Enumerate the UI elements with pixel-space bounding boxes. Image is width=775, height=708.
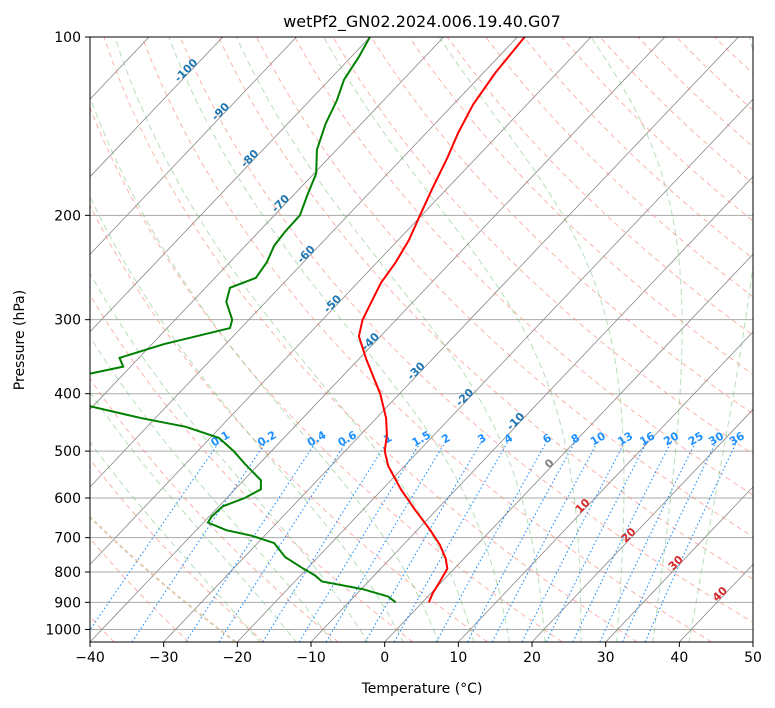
dry-adiabat bbox=[90, 293, 414, 642]
moist-adiabat bbox=[168, 37, 510, 642]
x-tick-label: −40 bbox=[75, 650, 105, 666]
mixing-ratio-line bbox=[545, 440, 648, 642]
x-tick-label: −30 bbox=[149, 650, 179, 666]
isotherm-line bbox=[163, 37, 739, 642]
x-axis-label: Temperature (°C) bbox=[361, 681, 483, 697]
dry-adiabat bbox=[90, 458, 264, 642]
mixing-ratio-line bbox=[621, 440, 718, 642]
moist-adiabat bbox=[688, 37, 753, 642]
y-tick-label: 900 bbox=[54, 595, 81, 611]
isotherm-line bbox=[310, 176, 753, 642]
x-tick-label: −20 bbox=[223, 650, 253, 666]
isotherm-line bbox=[90, 37, 224, 178]
dry-adiabat bbox=[141, 37, 712, 642]
moist-adiabat bbox=[90, 272, 369, 642]
x-tick-label: −10 bbox=[296, 650, 326, 666]
mixing-ratio-line bbox=[644, 440, 738, 642]
y-tick-label: 300 bbox=[54, 313, 81, 329]
isotherm-line bbox=[90, 37, 371, 333]
y-tick-label: 400 bbox=[54, 387, 81, 403]
chart-title: wetPf2_GN02.2024.006.19.40.G07 bbox=[283, 12, 561, 32]
mixing-ratio-line bbox=[364, 440, 483, 642]
mixing-ratio-line bbox=[393, 440, 510, 642]
y-tick-label: 600 bbox=[54, 491, 81, 507]
dry-adiabat bbox=[294, 37, 753, 496]
moist-adiabat bbox=[323, 37, 582, 642]
x-tick-label: 30 bbox=[597, 650, 615, 666]
dry-adiabat bbox=[217, 37, 753, 580]
x-tick-label: 50 bbox=[744, 650, 762, 666]
isotherm-line bbox=[605, 486, 753, 642]
moist-adiabat bbox=[438, 37, 625, 642]
isotherm-line bbox=[90, 37, 592, 566]
y-tick-label: 500 bbox=[54, 444, 81, 460]
mixing-ratio-line bbox=[572, 440, 673, 642]
dry-adiabat bbox=[90, 106, 563, 642]
mixing-ratio-line bbox=[185, 440, 318, 642]
y-axis-ticks: 100 200 300 400 500 600 700 800 900 1000 bbox=[45, 30, 90, 638]
y-tick-label: 100 bbox=[54, 30, 81, 46]
y-tick-label: 200 bbox=[54, 208, 81, 224]
profile-series bbox=[90, 37, 526, 604]
y-tick-label: 700 bbox=[54, 531, 81, 547]
moist-adiabat bbox=[90, 195, 404, 642]
mixing-ratio-line bbox=[131, 440, 268, 642]
moist-adiabat bbox=[90, 391, 297, 642]
y-axis-label: Pressure (hPa) bbox=[12, 290, 28, 390]
moist-adiabat bbox=[590, 37, 683, 642]
moist-adiabat bbox=[114, 37, 475, 642]
moist-adiabat bbox=[90, 335, 333, 642]
isotherm-line bbox=[237, 98, 753, 642]
dewpoint-line-upper bbox=[90, 37, 371, 375]
dry-adiabat bbox=[256, 37, 753, 538]
dewpoint-line bbox=[90, 405, 397, 604]
x-tick-label: 0 bbox=[380, 650, 389, 666]
y-tick-label: 800 bbox=[54, 565, 81, 581]
dry-adiabat bbox=[103, 37, 638, 642]
isotherm-line bbox=[90, 37, 445, 410]
isotherm-line bbox=[384, 253, 753, 642]
moist-adiabat bbox=[236, 37, 546, 642]
isotherm-line bbox=[531, 408, 753, 642]
dry-adiabat bbox=[90, 204, 488, 642]
isotherm-line bbox=[90, 37, 666, 642]
moist-adiabat bbox=[90, 95, 440, 642]
x-tick-label: 40 bbox=[670, 650, 688, 666]
mixing-ratio-line bbox=[435, 440, 548, 642]
mixing-ratio-line bbox=[467, 440, 577, 642]
mixing-ratio-line bbox=[218, 440, 348, 642]
isotherm-line bbox=[90, 37, 297, 255]
x-axis-ticks: −40 −30 −20 −10 0 10 20 30 40 50 bbox=[75, 642, 762, 666]
y-tick-label: 1000 bbox=[45, 622, 81, 638]
mixing-ratio-line bbox=[262, 440, 389, 642]
background-lines bbox=[90, 37, 753, 642]
mixing-ratio-line bbox=[325, 440, 447, 642]
dry-adiabat bbox=[408, 37, 753, 375]
isotherm-line bbox=[90, 37, 518, 488]
plot-frame bbox=[89, 36, 754, 643]
isotherm-line bbox=[458, 331, 753, 642]
temperature-line bbox=[357, 37, 526, 603]
x-tick-label: 20 bbox=[523, 650, 541, 666]
dry-adiabat bbox=[179, 37, 753, 623]
mixing-ratio-line bbox=[298, 440, 422, 642]
x-tick-label: 10 bbox=[449, 650, 467, 666]
